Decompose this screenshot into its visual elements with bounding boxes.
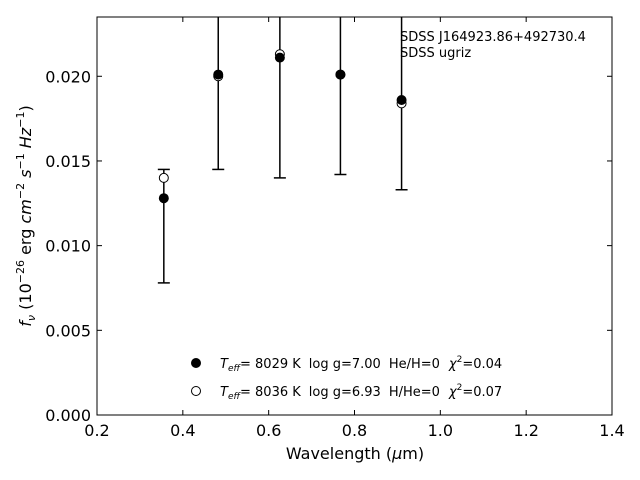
y-label-f: f <box>16 319 35 327</box>
x-tick-label-5: 1.2 <box>513 421 538 440</box>
legend-1-teff-sub: eff <box>228 364 242 374</box>
x-tick-label-1: 0.4 <box>170 421 195 440</box>
x-tick-label-6: 1.4 <box>599 421 624 440</box>
ticks-layer: 0.2 0.4 0.6 0.8 1.0 1.2 1.4 0.000 0.005 0.010 0.01… <box>45 17 625 440</box>
y-label-exp3: −1 <box>14 153 27 169</box>
legend-2-chi-value: =0.07 <box>462 385 502 400</box>
model-point-filled-2 <box>274 52 285 63</box>
model-point-filled-3 <box>335 69 346 80</box>
legend-1-chi-value: =0.04 <box>462 357 502 372</box>
legend-1-teff-value: = 8029 K <box>240 357 301 372</box>
legend-marker-filled <box>191 358 201 368</box>
plot-layer <box>157 17 408 284</box>
y-label-exp2: −2 <box>14 183 27 199</box>
y-label-hz: Hz <box>16 127 35 153</box>
legend-entry-1: Teff= 8029 K log g=7.00 He/H=0 χ2=0.04 <box>220 355 502 374</box>
y-label-open: (10 <box>16 283 35 315</box>
y-tick-label-2: 0.010 <box>45 237 91 256</box>
legend-marker-open <box>191 386 201 396</box>
legend-2-comp: H/He=0 <box>389 385 440 400</box>
x-label-main: Wavelength ( <box>286 444 392 463</box>
model-point-filled-4 <box>396 94 407 105</box>
y-tick-label-0: 0.000 <box>45 406 91 425</box>
x-label-mu: μ <box>391 444 402 463</box>
plot-frame <box>96 16 613 416</box>
legend-1-chi: χ <box>448 357 458 372</box>
y-tick-label-3: 0.015 <box>45 152 91 171</box>
legend-1-teff-label: T <box>220 357 229 372</box>
marks-layer <box>158 49 407 204</box>
y-tick-label-4: 0.020 <box>45 67 91 86</box>
legend-2-chi-sup: 2 <box>457 383 463 393</box>
y-label-cm: cm <box>16 199 35 223</box>
y-label-exp1: −26 <box>14 260 27 283</box>
model-point-open-0 <box>158 172 169 183</box>
y-tick-label-1: 0.005 <box>45 321 91 340</box>
survey-label: SDSS ugriz <box>400 46 471 61</box>
x-tick-label-0: 0.2 <box>84 421 109 440</box>
legend-2-teff-value: = 8036 K <box>240 385 301 400</box>
y-label-exp4: −1 <box>14 112 27 128</box>
object-label: SDSS J164923.86+492730.4 <box>400 30 586 45</box>
y-label-s: s <box>16 170 35 183</box>
model-point-filled-0 <box>158 193 169 204</box>
legend-1-logg: log g=7.00 <box>309 357 381 372</box>
x-tick-label-2: 0.6 <box>256 421 281 440</box>
legend-2-logg: log g=6.93 <box>309 385 381 400</box>
legend-2-teff-sub: eff <box>228 392 242 402</box>
y-label-close: ) <box>16 105 35 111</box>
x-label-unit: m) <box>402 444 424 463</box>
x-axis-label: Wavelength (μm) <box>286 444 424 463</box>
x-tick-label-3: 0.8 <box>342 421 367 440</box>
legend-1-chi-sup: 2 <box>457 355 463 365</box>
model-point-filled-1 <box>213 69 224 80</box>
x-tick-label-4: 1.0 <box>428 421 453 440</box>
legend-2-teff-label: T <box>220 385 229 400</box>
y-label-nu: ν <box>25 315 38 321</box>
legend-2-chi: χ <box>448 385 458 400</box>
legend-entry-2: Teff= 8036 K log g=6.93 H/He=0 χ2=0.07 <box>220 383 502 402</box>
y-label-erg: erg <box>16 224 35 260</box>
legend-1-comp: He/H=0 <box>389 357 440 372</box>
y-axis-label: fν (10−26 erg cm−2 s−1 Hz−1) <box>14 105 38 326</box>
